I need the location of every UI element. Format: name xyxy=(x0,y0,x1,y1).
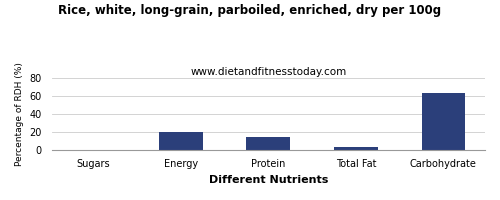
Bar xyxy=(246,137,290,150)
Bar xyxy=(422,93,466,150)
Bar xyxy=(334,147,378,150)
X-axis label: Different Nutrients: Different Nutrients xyxy=(208,175,328,185)
Y-axis label: Percentage of RDH (%): Percentage of RDH (%) xyxy=(15,62,24,166)
Bar xyxy=(159,132,202,150)
Title: www.dietandfitnesstoday.com: www.dietandfitnesstoday.com xyxy=(190,67,346,77)
Text: Rice, white, long-grain, parboiled, enriched, dry per 100g: Rice, white, long-grain, parboiled, enri… xyxy=(58,4,442,17)
